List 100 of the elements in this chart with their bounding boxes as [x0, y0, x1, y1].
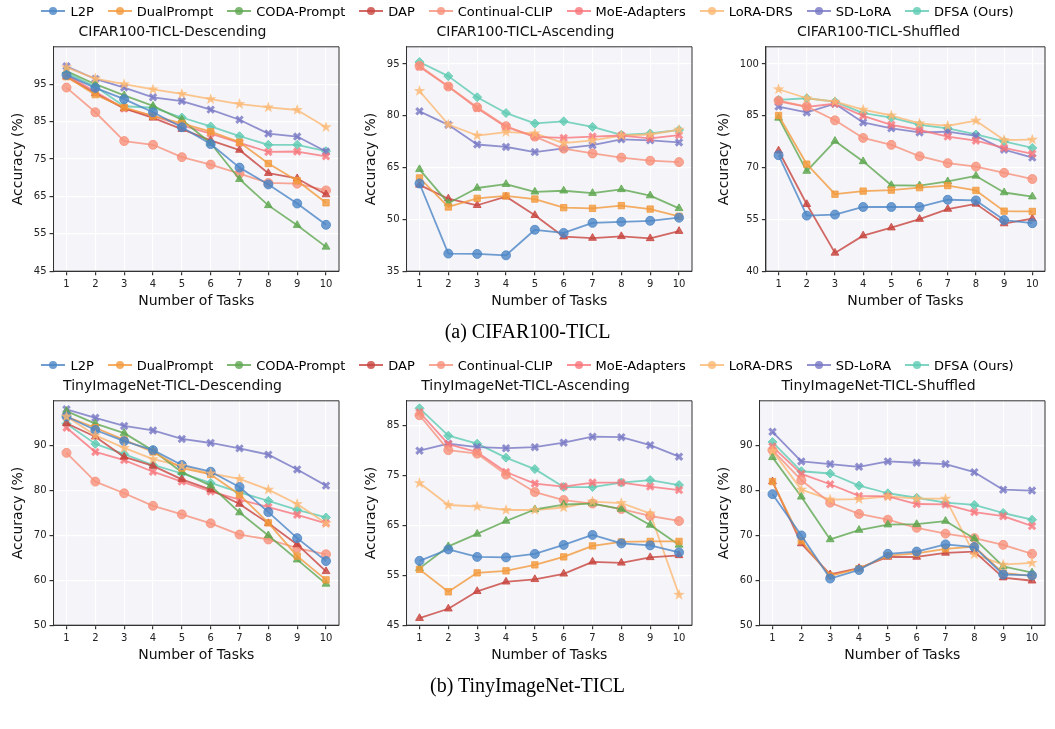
y-tick-label: 95: [386, 57, 400, 69]
x-tick-label: 10: [672, 631, 686, 643]
x-tick-label: 7: [944, 277, 951, 289]
x-tick-label: 5: [884, 631, 892, 643]
y-tick-label: 70: [739, 529, 753, 541]
x-tick-label: 6: [560, 631, 567, 643]
x-tick-label: 8: [972, 277, 980, 289]
legend-label: CODA-Prompt: [256, 3, 346, 19]
y-tick-label: 75: [33, 152, 47, 164]
x-tick-label: 10: [319, 277, 333, 289]
y-axis-title: Accuracy (%): [362, 466, 379, 560]
x-tick-label: 10: [319, 631, 333, 643]
x-axis-title: Number of Tasks: [491, 292, 608, 309]
legend-label: DAP: [388, 357, 415, 373]
chart-title: TinyImageNet-TICL-Shuffled: [780, 377, 976, 394]
y-tick-label: 90: [33, 439, 47, 451]
y-tick-label: 35: [386, 264, 400, 276]
x-tick-label: 6: [207, 631, 214, 643]
x-axis-title: Number of Tasks: [847, 292, 964, 309]
chart-title: CIFAR100-TICL-Shuffled: [796, 23, 961, 40]
x-tick-label: 8: [618, 277, 625, 289]
y-tick-label: 65: [33, 189, 47, 201]
x-tick-label: 10: [672, 277, 686, 289]
y-tick-label: 80: [386, 109, 400, 121]
x-tick-label: 2: [445, 631, 452, 643]
x-tick-label: 7: [589, 277, 596, 289]
x-tick-label: 2: [803, 277, 810, 289]
chart-title: TinyImageNet-TICL-Ascending: [420, 377, 630, 394]
legend-label: Continual-CLIP: [457, 357, 553, 373]
x-tick-label: 10: [1025, 277, 1039, 289]
x-tick-label: 4: [149, 277, 157, 289]
x-tick-label: 8: [265, 631, 272, 643]
chart-title: TinyImageNet-TICL-Descending: [62, 377, 282, 394]
x-tick-label: 3: [473, 277, 481, 289]
y-tick-label: 55: [33, 227, 47, 239]
y-tick-label: 50: [386, 213, 400, 225]
x-tick-label: 1: [63, 631, 70, 643]
y-tick-label: 85: [386, 419, 400, 431]
legend-label: MoE-Adapters: [595, 357, 686, 373]
y-tick-label: 70: [746, 161, 759, 173]
x-tick-label: 6: [916, 277, 923, 289]
y-axis-title: Accuracy (%): [715, 466, 732, 560]
x-tick-label: 7: [589, 631, 596, 643]
legend-label: Continual-CLIP: [457, 3, 553, 19]
y-tick-label: 50: [739, 618, 753, 630]
y-axis-title: Accuracy (%): [9, 112, 26, 206]
y-tick-label: 55: [386, 568, 400, 580]
y-axis-title: Accuracy (%): [715, 112, 732, 206]
y-tick-label: 60: [739, 573, 753, 585]
legend-label: CODA-Prompt: [256, 357, 346, 373]
y-tick-label: 85: [33, 115, 47, 127]
x-tick-label: 7: [942, 631, 949, 643]
x-axis-title: Number of Tasks: [844, 646, 961, 663]
x-tick-label: 8: [971, 631, 978, 643]
x-tick-label: 3: [120, 631, 128, 643]
x-tick-label: 2: [92, 631, 99, 643]
legend-label: L2P: [70, 357, 94, 373]
x-tick-label: 2: [445, 277, 452, 289]
y-tick-label: 80: [33, 484, 47, 496]
y-tick-label: 100: [739, 57, 759, 69]
y-axis-title: Accuracy (%): [9, 466, 26, 560]
legend-label: DualPrompt: [136, 357, 214, 373]
x-tick-label: 4: [149, 631, 157, 643]
legend-label: SD-LoRA: [835, 3, 892, 19]
y-tick-label: 70: [33, 529, 47, 541]
x-tick-label: 1: [416, 277, 423, 289]
x-axis-title: Number of Tasks: [491, 646, 608, 663]
x-tick-label: 5: [178, 277, 186, 289]
x-tick-label: 5: [531, 277, 539, 289]
x-tick-label: 9: [647, 631, 654, 643]
x-tick-label: 3: [120, 277, 128, 289]
legend-label: MoE-Adapters: [595, 3, 686, 19]
x-tick-label: 2: [92, 277, 99, 289]
x-tick-label: 3: [831, 277, 839, 289]
x-tick-label: 2: [798, 631, 805, 643]
y-tick-label: 40: [746, 264, 759, 276]
legend-label: DualPrompt: [136, 3, 214, 19]
x-tick-label: 7: [236, 631, 243, 643]
legend-label: L2P: [70, 3, 94, 19]
x-tick-label: 5: [178, 631, 186, 643]
y-axis-title: Accuracy (%): [362, 112, 379, 206]
y-tick-label: 60: [33, 573, 47, 585]
x-tick-label: 3: [826, 631, 834, 643]
x-tick-label: 4: [859, 277, 867, 289]
y-tick-label: 50: [33, 618, 47, 630]
text: (a) CIFAR100-TICL: [443, 319, 612, 345]
y-tick-label: 90: [739, 439, 753, 451]
x-tick-label: 5: [531, 631, 539, 643]
text: (b) TinyImageNet-TICL: [429, 673, 626, 699]
x-tick-label: 6: [560, 277, 567, 289]
legend-label: DFSA (Ours): [934, 357, 1014, 373]
x-tick-label: 8: [618, 631, 625, 643]
x-tick-label: 9: [294, 277, 301, 289]
x-tick-label: 6: [913, 631, 920, 643]
x-tick-label: 1: [63, 277, 70, 289]
x-tick-label: 4: [855, 631, 863, 643]
legend-label: DAP: [388, 3, 415, 19]
y-tick-label: 65: [386, 519, 400, 531]
chart-title: CIFAR100-TICL-Descending: [78, 23, 267, 40]
y-tick-label: 75: [386, 469, 400, 481]
